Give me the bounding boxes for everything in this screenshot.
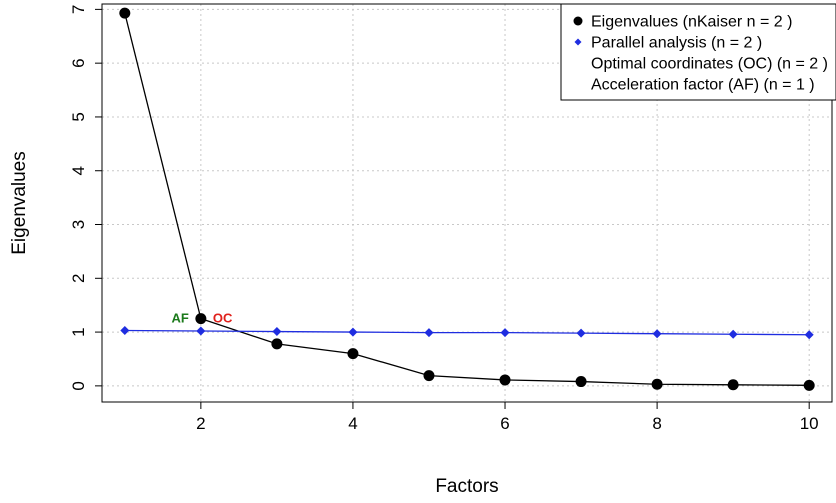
legend: Eigenvalues (nKaiser n = 2 ) Parallel ana… — [560, 3, 836, 101]
x-tick-label: 10 — [800, 414, 819, 433]
legend-label: Parallel analysis (n = 2 ) — [591, 35, 762, 52]
data-point — [728, 329, 738, 339]
series-line — [124, 329, 810, 336]
legend-marker — [574, 38, 582, 46]
data-point — [652, 329, 662, 339]
data-point — [196, 326, 206, 336]
y-tick-label: 1 — [69, 327, 88, 336]
data-point — [119, 7, 131, 19]
data-point — [500, 328, 510, 338]
data-point — [804, 330, 814, 340]
legend-label: Eigenvalues (nKaiser n = 2 ) — [591, 14, 792, 31]
y-tick-label: 2 — [69, 274, 88, 283]
series-layer — [119, 7, 815, 391]
data-point — [120, 325, 130, 335]
legend-box — [560, 3, 836, 101]
data-point — [271, 338, 283, 350]
legend-label: Acceleration factor (AF) (n = 1 ) — [591, 77, 815, 94]
plot-frame — [101, 3, 833, 403]
x-tick-label: 2 — [196, 414, 205, 433]
y-axis-title: Eigenvalues — [9, 151, 30, 255]
x-tick-label: 6 — [500, 414, 509, 433]
annotation-label: AF — [172, 311, 189, 326]
data-point — [575, 376, 587, 388]
axes: 2 4 6 8 10 0 1 2 3 4 5 6 7 — [69, 5, 819, 433]
y-tick-label: 5 — [69, 112, 88, 121]
y-tick-label: 6 — [69, 58, 88, 67]
x-tick-label: 8 — [652, 414, 661, 433]
y-tick-label: 4 — [69, 166, 88, 175]
data-point — [576, 328, 586, 338]
data-point — [195, 313, 207, 325]
annotation-label: OC — [213, 311, 233, 326]
data-point — [347, 348, 359, 360]
x-axis-title: Factors — [435, 476, 498, 497]
data-point — [348, 327, 358, 337]
data-point — [272, 327, 282, 337]
data-point — [499, 374, 511, 386]
data-point — [423, 370, 435, 382]
data-point — [651, 378, 663, 390]
x-tick-label: 4 — [348, 414, 357, 433]
y-tick-label: 7 — [69, 5, 88, 14]
data-point — [424, 328, 434, 338]
annotations: AF OC — [172, 311, 233, 326]
y-tick-label: 3 — [69, 220, 88, 229]
data-point — [803, 379, 815, 391]
legend-label: Optimal coordinates (OC) (n = 2 ) — [591, 56, 828, 73]
y-tick-label: 0 — [69, 381, 88, 390]
legend-marker — [573, 16, 583, 26]
data-point — [727, 379, 739, 391]
